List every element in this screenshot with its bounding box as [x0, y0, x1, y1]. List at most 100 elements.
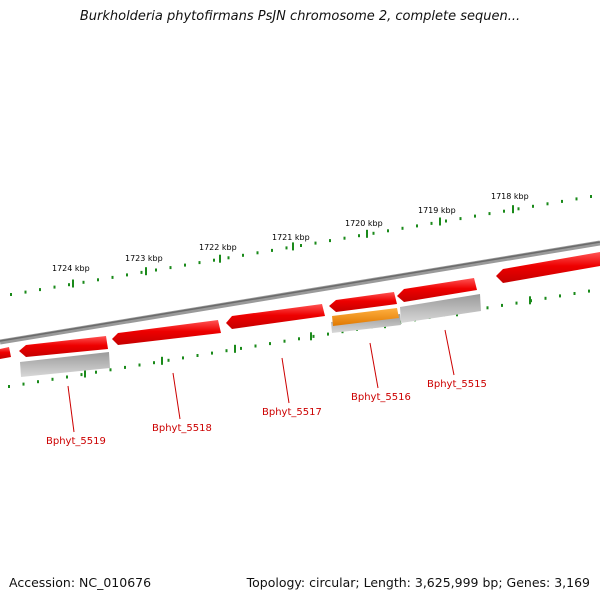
gene-arrow-bphyt-5519[interactable]: [19, 336, 108, 357]
scale-minor-tick: [66, 375, 68, 379]
scale-minor-tick: [167, 358, 170, 362]
scale-minor-tick: [459, 217, 462, 221]
scale-major-tick: [84, 369, 86, 378]
scale-major-tick: [439, 217, 441, 226]
scale-minor-tick: [39, 288, 41, 292]
scale-minor-tick: [532, 204, 534, 208]
scale-minor-tick: [503, 209, 505, 213]
scale-minor-tick: [256, 251, 259, 255]
scale-minor-tick: [559, 294, 561, 298]
scale-minor-tick: [140, 270, 143, 274]
scale-minor-tick: [138, 363, 141, 367]
scale-minor-tick: [124, 365, 126, 369]
scale-minor-tick: [343, 236, 346, 240]
scale-major-tick: [161, 356, 163, 365]
scale-label-1721: 1721 kbp: [272, 233, 310, 242]
scale-minor-tick: [242, 253, 244, 257]
scale-minor-tick: [51, 377, 54, 381]
scale-major-tick: [219, 254, 221, 263]
scale-minor-tick: [95, 370, 97, 374]
gene-label-bphyt-5517[interactable]: Bphyt_5517: [262, 407, 322, 418]
leader-line-bphyt-5516: [369, 342, 379, 389]
gene-arrow-partial[interactable]: [0, 347, 11, 359]
gene-label-bphyt-5518[interactable]: Bphyt_5518: [152, 423, 212, 434]
scale-minor-tick: [474, 214, 476, 218]
scale-minor-tick: [22, 382, 25, 386]
scale-minor-tick: [575, 197, 578, 201]
scale-minor-tick: [97, 278, 99, 282]
scale-minor-tick: [182, 356, 184, 360]
gene-label-bphyt-5516[interactable]: Bphyt_5516: [351, 392, 411, 403]
scale-minor-tick: [486, 306, 489, 310]
accession-text: Accession: NC_010676: [9, 575, 152, 590]
scale-minor-tick: [416, 224, 418, 228]
scale-minor-tick: [590, 195, 592, 198]
scale-label-1722: 1722 kbp: [199, 243, 237, 252]
scale-label-1718: 1718 kbp: [491, 192, 529, 201]
scale-major-tick: [234, 344, 236, 353]
scale-minor-tick: [358, 234, 360, 238]
gene-arrow-bphyt-5515[interactable]: [397, 278, 477, 302]
scale-minor-tick: [271, 248, 273, 252]
scale-minor-tick: [327, 332, 329, 336]
scale-minor-tick: [401, 226, 404, 230]
scale-minor-tick: [561, 199, 563, 203]
scale-minor-tick: [546, 202, 549, 206]
scale-major-tick: [145, 267, 147, 276]
leader-line-bphyt-5517: [281, 357, 290, 404]
scale-major-tick: [512, 205, 514, 214]
leader-line-bphyt-5519: [67, 385, 75, 433]
scale-minor-tick: [269, 342, 271, 346]
scale-minor-tick: [169, 266, 172, 270]
scale-minor-tick: [24, 290, 27, 294]
gene-arrow-bphyt-5518[interactable]: [112, 320, 221, 345]
scale-major-tick: [310, 332, 312, 341]
gene-arrow-bphyt-5517[interactable]: [226, 304, 325, 329]
scale-minor-tick: [517, 207, 520, 211]
scale-minor-tick: [8, 385, 10, 388]
scale-minor-tick: [53, 285, 56, 289]
scale-major-tick: [292, 242, 294, 251]
scale-minor-tick: [300, 244, 302, 247]
gene-arrow-partial-right[interactable]: [496, 252, 600, 283]
gene-label-bphyt-5519[interactable]: Bphyt_5519: [46, 436, 106, 447]
gene-arrow-bphyt-5516-highlight: [332, 308, 399, 326]
scale-minor-tick: [213, 258, 215, 262]
scale-minor-tick: [240, 346, 242, 350]
scale-minor-tick: [515, 301, 518, 305]
scale-label-1719: 1719 kbp: [418, 206, 456, 215]
scale-minor-tick: [211, 351, 213, 355]
scale-minor-tick: [298, 337, 300, 341]
scale-minor-tick: [312, 334, 315, 338]
scale-minor-tick: [196, 354, 199, 357]
scale-minor-tick: [314, 241, 317, 245]
backbone: [0, 240, 600, 345]
scale-minor-tick: [68, 283, 70, 287]
gene-shadow: [400, 294, 481, 323]
scale-minor-tick: [198, 261, 201, 265]
scale-minor-tick: [109, 368, 112, 372]
leader-line-bphyt-5515: [444, 329, 455, 376]
scale-minor-tick: [126, 273, 128, 277]
scale-minor-tick: [37, 380, 39, 384]
map-title: Burkholderia phytofirmans PsJN chromosom…: [79, 9, 521, 24]
scale-minor-tick: [588, 289, 590, 293]
scale-minor-tick: [80, 373, 83, 377]
scale-major-tick: [529, 296, 531, 305]
scale-minor-tick: [445, 219, 447, 223]
scale-minor-tick: [184, 263, 186, 267]
gene-label-bphyt-5515[interactable]: Bphyt_5515: [427, 379, 487, 390]
leader-line-bphyt-5518: [172, 372, 181, 420]
scale-minor-tick: [111, 275, 114, 279]
scale-minor-tick: [155, 268, 157, 272]
scale-major-tick: [366, 229, 368, 238]
scale-minor-tick: [488, 212, 491, 216]
scale-minor-tick: [387, 229, 389, 233]
scale-track-upper: [10, 195, 592, 296]
scale-minor-tick: [501, 303, 503, 307]
scale-label-1723: 1723 kbp: [125, 254, 163, 263]
scale-minor-tick: [254, 344, 257, 348]
gene-arrow-bphyt-5516[interactable]: [329, 292, 399, 326]
scale-minor-tick: [544, 296, 547, 300]
